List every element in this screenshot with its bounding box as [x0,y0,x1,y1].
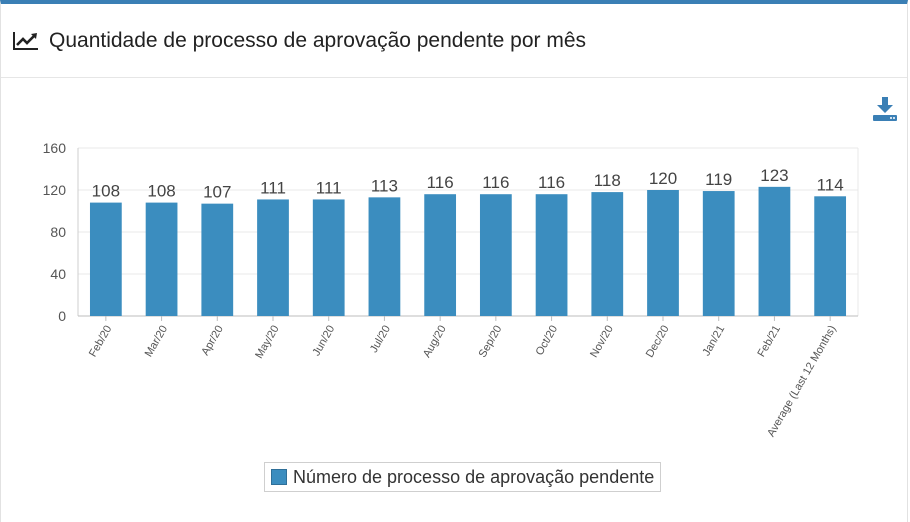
data-label: 108 [92,182,120,201]
x-tick-label: Oct/20 [534,324,561,358]
data-label: 120 [649,169,677,188]
y-tick-label: 160 [43,140,67,156]
bar [312,199,345,316]
bar [758,186,791,316]
line-chart-icon [13,32,38,50]
bar [145,202,178,316]
bar [702,191,735,316]
page-title: Quantidade de processo de aprovação pend… [49,29,587,52]
bar [647,190,679,316]
data-label: 111 [260,178,286,197]
data-label: 113 [371,176,398,195]
bar [535,194,568,316]
x-tick-label: Apr/20 [199,324,226,358]
x-tick-label: Jul/20 [368,324,393,355]
bar [424,194,457,316]
panel-header: Quantidade de processo de aprovação pend… [1,4,907,78]
y-tick-label: 40 [50,266,66,282]
bar [814,196,847,316]
x-tick-label: May/20 [253,324,281,361]
x-tick-label: Jan/21 [700,324,727,359]
y-tick-label: 120 [43,182,67,198]
data-label: 116 [482,173,509,192]
data-label: 107 [203,183,231,202]
legend-label: Número de processo de aprovação pendente [293,466,655,487]
data-label: 123 [760,166,788,185]
download-icon[interactable] [872,96,898,122]
chart-legend[interactable]: Número de processo de aprovação pendente [264,462,662,492]
x-tick-label: Feb/20 [87,324,115,360]
bar [201,203,234,316]
y-tick-label: 80 [50,224,66,240]
bar [89,202,122,316]
data-label: 116 [538,173,565,192]
x-tick-label: Aug/20 [421,324,449,360]
y-tick-label: 0 [58,308,66,324]
bar [257,199,289,316]
data-label: 118 [594,171,621,190]
x-tick-label: Mar/20 [143,324,171,360]
bar [368,197,401,316]
data-label: 111 [316,178,342,197]
bar [479,194,512,316]
x-tick-label: Sep/20 [477,324,505,360]
data-label: 119 [705,170,732,189]
data-label: 116 [427,173,454,192]
x-tick-label: Dec/20 [644,324,672,360]
data-label: 114 [817,175,844,194]
legend-swatch [271,469,287,485]
bar [591,192,624,316]
data-label: 108 [147,182,175,201]
x-tick-label: Jun/20 [310,324,337,359]
x-tick-label: Feb/21 [756,324,784,360]
x-tick-label: Nov/20 [588,324,616,360]
